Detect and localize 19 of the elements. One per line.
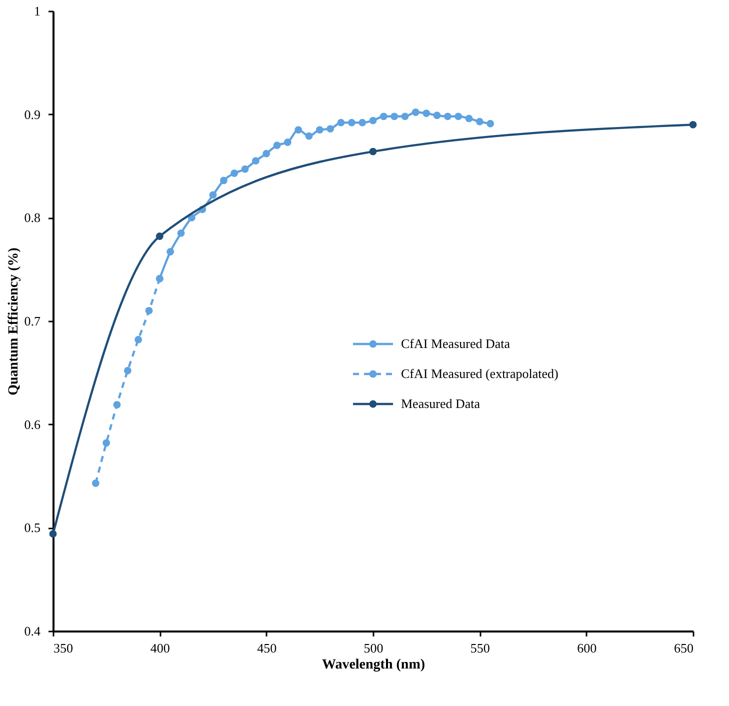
x-tick-label: 650 bbox=[674, 640, 694, 656]
y-tick-label: 0.8 bbox=[24, 210, 40, 226]
y-tick-label: 0.6 bbox=[24, 416, 41, 432]
y-tick-label: 0.5 bbox=[24, 520, 40, 536]
y-axis-title: Quantum Efficiency (%) bbox=[6, 247, 22, 396]
y-tick-label: 0.4 bbox=[24, 624, 41, 638]
legend-label: CfAI Measured Data bbox=[401, 336, 510, 351]
y-tick-label: 1 bbox=[34, 4, 40, 18]
x-tick-label: 350 bbox=[54, 640, 73, 656]
y-tick-label: 0.7 bbox=[24, 314, 41, 328]
x-axis-title: Wavelength (nm) bbox=[322, 658, 426, 672]
x-tick-label: 600 bbox=[577, 640, 597, 656]
legend-label: CfAI Measured (extrapolated) bbox=[401, 366, 558, 381]
x-tick-label: 400 bbox=[150, 640, 170, 656]
x-tick-label: 500 bbox=[364, 640, 384, 656]
y-tick-label: 0.9 bbox=[24, 106, 40, 122]
x-tick-label: 550 bbox=[470, 640, 490, 656]
x-tick-label: 450 bbox=[257, 640, 277, 656]
legend-label: Measured Data bbox=[401, 396, 480, 411]
